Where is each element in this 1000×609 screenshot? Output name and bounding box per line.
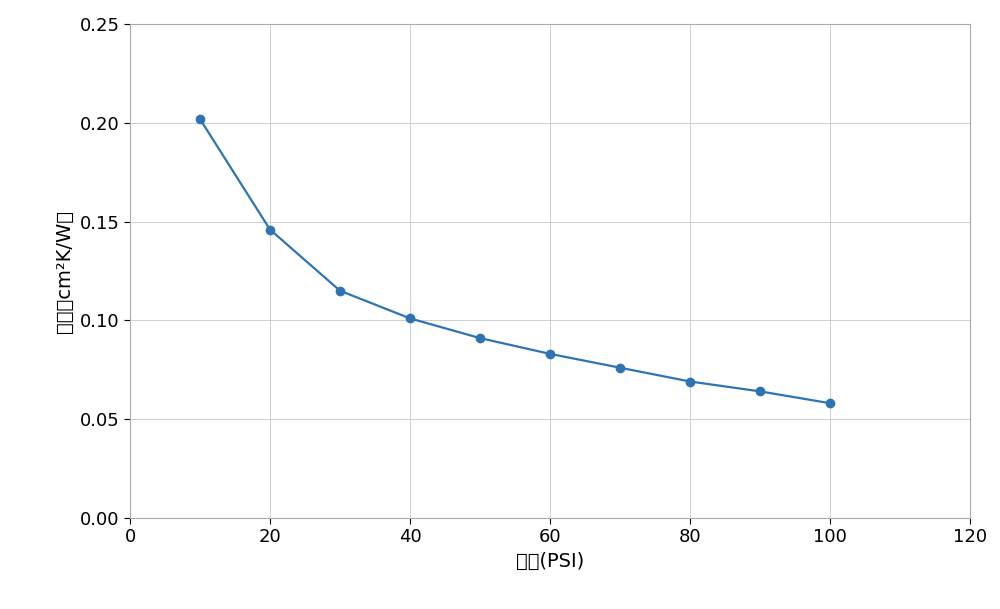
Y-axis label: 热阻（cm²K/W）: 热阻（cm²K/W） — [55, 209, 74, 333]
X-axis label: 压力(PSI): 压力(PSI) — [516, 552, 584, 571]
